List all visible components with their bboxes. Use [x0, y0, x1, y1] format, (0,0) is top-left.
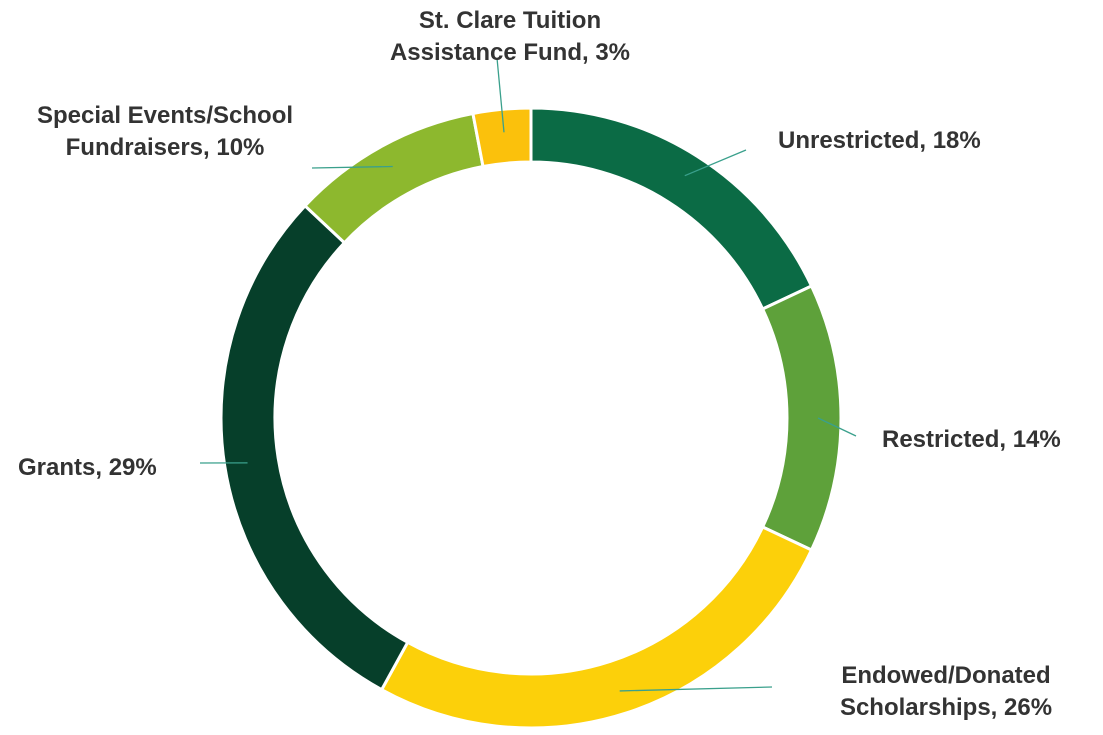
label-special-events-fundraisers: Special Events/School Fundraisers, 10% — [36, 102, 294, 161]
label-unrestricted: Unrestricted, 18% — [778, 127, 981, 154]
label-endowed-donated-scholarships: Endowed/Donated Scholarships, 26% — [839, 662, 1053, 721]
leader-line-st-clare-tuition-assistance-fund — [496, 57, 505, 133]
leader-lines-layer — [199, 57, 857, 692]
slice-restricted — [760, 284, 843, 552]
leader-line-special-events-school-fundraisers — [311, 165, 393, 169]
leader-line-unrestricted — [684, 149, 747, 177]
slice-grants — [219, 203, 410, 692]
slice-unrestricted — [529, 106, 814, 311]
slice-st-clare-tuition-assistance-fund — [471, 106, 533, 169]
slice-special-events-school-fundraisers — [302, 111, 485, 245]
label-restricted: Restricted, 14% — [882, 426, 1061, 453]
slices-layer — [219, 106, 843, 730]
leader-line-endowed-donated-scholarships — [619, 686, 773, 692]
leader-line-restricted — [817, 417, 857, 437]
label-grants: Grants, 29% — [18, 454, 157, 481]
label-st-clare-tuition-assistance-fund: St. Clare Tuition Assistance Fund, 3% — [389, 7, 631, 66]
slice-endowed-donated-scholarships — [379, 525, 814, 730]
